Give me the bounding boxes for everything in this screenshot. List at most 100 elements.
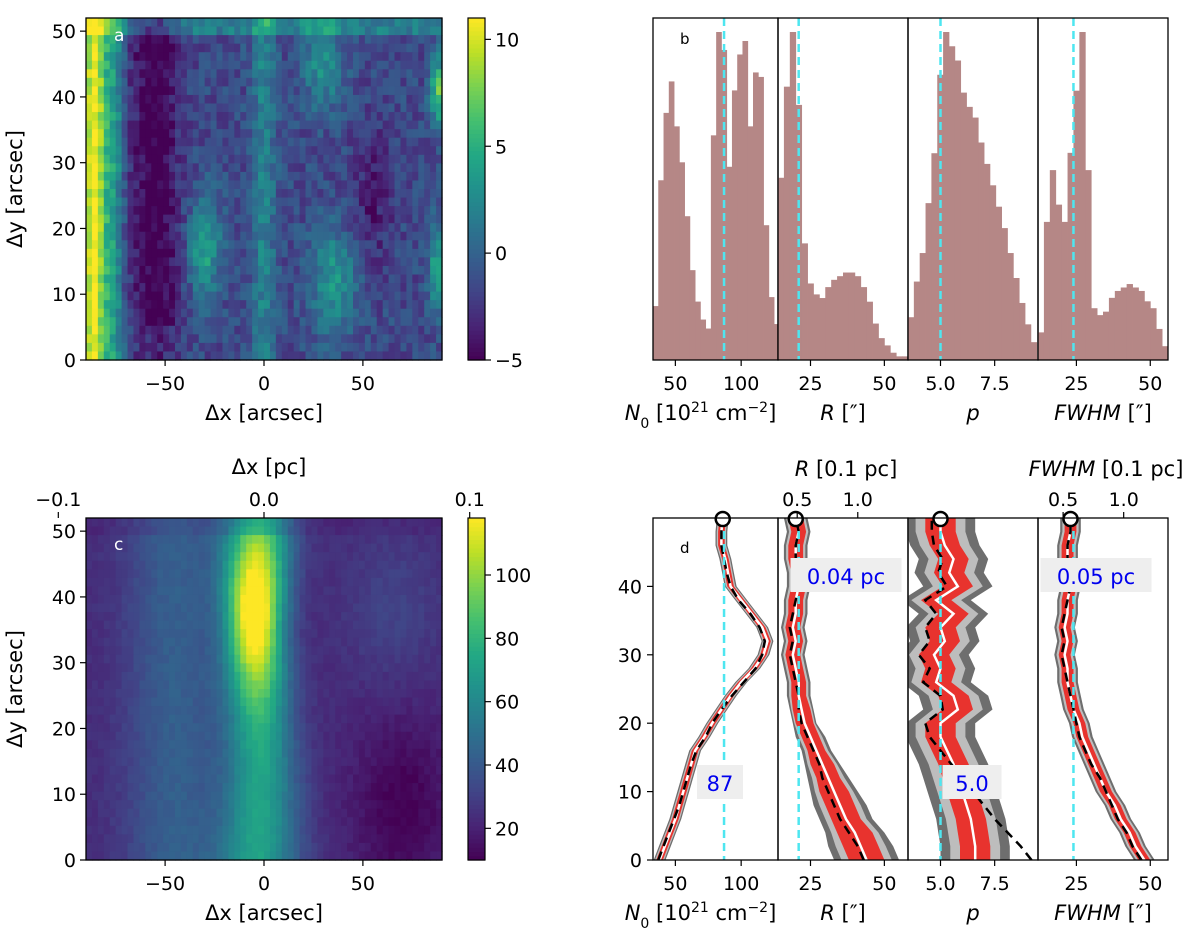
heatmap-cell (258, 257, 265, 267)
heatmap-cell (240, 842, 247, 853)
heatmap-cell (418, 325, 425, 335)
heatmap-cell (358, 535, 366, 545)
heatmap-cell (358, 680, 366, 690)
heatmap-cell (264, 560, 271, 570)
heatmap-cell (115, 603, 123, 613)
heatmap-cell (388, 308, 396, 318)
heatmap-cell (169, 317, 176, 327)
heatmap-cell (347, 851, 354, 861)
heatmap-cell (133, 43, 140, 53)
heatmap-cell (311, 765, 318, 776)
heatmap-cell (258, 317, 265, 327)
heatmap-cell (388, 765, 396, 776)
heatmap-cell (305, 120, 313, 130)
heatmap-cell (204, 851, 212, 861)
heatmap-cell (269, 265, 277, 276)
heatmap-cell (281, 783, 289, 793)
heatmap-cell (382, 52, 390, 62)
heatmap-cell (109, 774, 117, 784)
heatmap-cell (323, 240, 330, 250)
heatmap-cell (299, 35, 307, 45)
heatmap-cell (258, 103, 265, 113)
heatmap-cell (293, 180, 301, 190)
heatmap-cell (252, 317, 259, 327)
heatmap-cell (198, 257, 206, 267)
heatmap-cell (370, 94, 378, 105)
heatmap-cell (364, 69, 372, 79)
heatmap-cell (281, 552, 289, 562)
heatmap-cell (210, 274, 218, 284)
heatmap-cell (252, 120, 259, 130)
heatmap-cell (97, 317, 105, 327)
heatmap-cell (151, 283, 158, 293)
heatmap-cell (210, 180, 218, 190)
heatmap-cell (299, 535, 307, 545)
heatmap-cell (127, 825, 135, 835)
heatmap-cell (198, 223, 206, 233)
heatmap-cell (353, 825, 360, 835)
heatmap-cell (228, 206, 235, 216)
heatmap-cell (115, 706, 123, 716)
heatmap-cell (258, 240, 265, 250)
heatmap-cell (210, 18, 218, 28)
heatmap-cell (430, 834, 437, 844)
heatmap-cell (204, 77, 212, 87)
heatmap-cell (299, 137, 307, 147)
heatmap-cell (400, 518, 407, 528)
colorbar-segment (468, 334, 485, 340)
heatmap-cell (281, 560, 289, 570)
heatmap-cell (109, 69, 117, 79)
heatmap-cell (133, 197, 140, 207)
heatmap-cell (370, 689, 378, 699)
heatmap-cell (240, 317, 247, 327)
heatmap-cell (133, 748, 140, 758)
heatmap-cell (287, 535, 295, 545)
heatmap-cell (91, 69, 99, 79)
heatmap-cell (299, 265, 307, 276)
heatmap-cell (329, 569, 336, 579)
heatmap-cell (329, 300, 336, 310)
heatmap-cell (121, 94, 129, 105)
heatmap-cell (269, 543, 277, 553)
heatmap-cell (400, 214, 407, 224)
heatmap-cell (382, 654, 390, 664)
heatmap-cell (275, 748, 283, 758)
heatmap-cell (163, 714, 170, 724)
heatmap-cell (347, 629, 354, 639)
heatmap-cell (216, 834, 224, 844)
heatmap-cell (198, 671, 206, 682)
heatmap-cell (418, 723, 425, 733)
heatmap-cell (299, 274, 307, 284)
heatmap-cell (121, 308, 129, 318)
heatmap-cell (293, 714, 301, 724)
heatmap-cell (240, 646, 247, 656)
heatmap-cell (145, 825, 152, 835)
heatmap-cell (252, 163, 259, 173)
heatmap-cell (115, 654, 123, 664)
heatmap-cell (358, 223, 366, 233)
heatmap-cell (133, 274, 140, 284)
heatmap-cell (317, 342, 324, 353)
heatmap-cell (228, 569, 235, 579)
heatmap-cell (293, 77, 301, 87)
heatmap-cell (370, 697, 378, 707)
heatmap-cell (287, 646, 295, 656)
heatmap-cell (91, 577, 99, 587)
heatmap-cell (287, 274, 295, 284)
heatmap-cell (186, 231, 194, 241)
heatmap-cell (186, 714, 194, 724)
heatmap-cell (323, 569, 330, 579)
heatmap-cell (157, 257, 164, 267)
heatmap-cell (216, 603, 224, 613)
heatmap-cell (358, 577, 366, 587)
heatmap-cell (186, 137, 194, 147)
heatmap-cell (335, 137, 342, 147)
heatmap-cell (91, 765, 99, 776)
heatmap-cell (222, 308, 229, 318)
heatmap-cell (335, 825, 342, 835)
heatmap-cell (258, 52, 265, 62)
heatmap-cell (86, 518, 93, 528)
heatmap-cell (376, 757, 384, 767)
heatmap-cell (323, 283, 330, 293)
heatmap-cell (376, 240, 384, 250)
